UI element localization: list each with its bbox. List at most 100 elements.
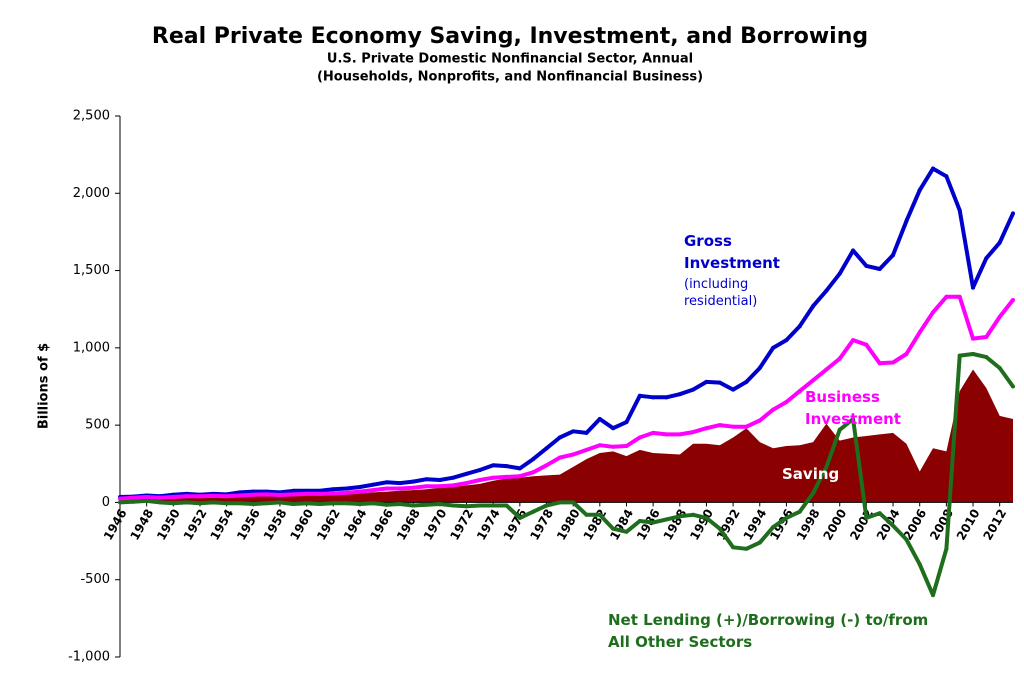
point <box>837 356 842 361</box>
point <box>264 501 269 506</box>
point <box>544 463 549 468</box>
point <box>957 353 962 358</box>
point <box>851 338 856 343</box>
point <box>677 432 682 437</box>
point <box>411 503 416 508</box>
point <box>651 520 656 525</box>
point <box>224 494 229 499</box>
point <box>637 393 642 398</box>
x-tick-label: 1964 <box>341 507 370 543</box>
point <box>237 490 242 495</box>
point <box>877 511 882 516</box>
point <box>384 502 389 507</box>
point <box>171 501 176 506</box>
point <box>477 503 482 508</box>
point <box>277 500 282 505</box>
point <box>731 424 736 429</box>
y-tick-label: 1,000 <box>73 340 110 355</box>
point <box>331 491 336 496</box>
point <box>331 501 336 506</box>
point <box>304 488 309 493</box>
point <box>771 525 776 530</box>
point <box>717 526 722 531</box>
point <box>531 470 536 475</box>
point <box>477 467 482 472</box>
point <box>437 501 442 506</box>
point <box>477 478 482 483</box>
point <box>717 423 722 428</box>
point <box>371 482 376 487</box>
point <box>624 444 629 449</box>
y-tick-label: 1,500 <box>73 263 110 278</box>
point <box>904 537 909 542</box>
point <box>571 500 576 505</box>
point <box>251 492 256 497</box>
point <box>317 488 322 493</box>
y-tick-label: 0 <box>102 495 110 510</box>
point <box>931 310 936 315</box>
point <box>251 489 256 494</box>
x-tick-label: 1974 <box>474 507 503 543</box>
point <box>877 267 882 272</box>
point <box>744 424 749 429</box>
point <box>704 426 709 431</box>
chart-subtitle: (Households, Nonprofits, and Nonfinancia… <box>317 70 703 85</box>
x-tick-label: 1956 <box>234 507 263 543</box>
point <box>997 314 1002 319</box>
point <box>824 288 829 293</box>
point <box>971 285 976 290</box>
point <box>557 500 562 505</box>
point <box>637 518 642 523</box>
point <box>637 435 642 440</box>
point <box>451 503 456 508</box>
point <box>771 345 776 350</box>
x-tick-label: 1958 <box>261 507 290 543</box>
point <box>224 501 229 506</box>
area <box>120 369 1013 503</box>
point <box>464 481 469 486</box>
point <box>264 492 269 497</box>
point <box>784 399 789 404</box>
point <box>557 435 562 440</box>
point <box>357 489 362 494</box>
point <box>118 496 122 501</box>
point <box>597 512 602 517</box>
point <box>891 360 896 365</box>
point <box>704 379 709 384</box>
point <box>651 395 656 400</box>
point <box>504 474 509 479</box>
point <box>811 491 816 496</box>
series-label: Saving <box>782 465 840 483</box>
point <box>731 545 736 550</box>
point <box>771 407 776 412</box>
x-tick-label: 1950 <box>154 507 183 543</box>
point <box>597 443 602 448</box>
x-tick-label: 1952 <box>181 507 210 543</box>
point <box>584 447 589 452</box>
point <box>491 463 496 468</box>
point <box>237 501 242 506</box>
point <box>171 495 176 500</box>
series-label: Net Lending (+)/Borrowing (-) to/from Al… <box>608 611 929 651</box>
point <box>691 430 696 435</box>
point <box>584 512 589 517</box>
point <box>837 427 842 432</box>
point <box>677 514 682 519</box>
chart-title: Real Private Economy Saving, Investment,… <box>152 24 868 49</box>
point <box>144 495 149 500</box>
point <box>811 378 816 383</box>
series-label: Business Investment <box>805 388 901 428</box>
point <box>917 188 922 193</box>
point <box>197 494 202 499</box>
point <box>464 471 469 476</box>
y-tick-label: 500 <box>85 418 110 433</box>
point <box>691 512 696 517</box>
y-tick-label: -500 <box>80 572 110 587</box>
point <box>331 487 336 492</box>
point <box>397 486 402 491</box>
point <box>944 546 949 551</box>
annotation: (including residential) <box>684 277 758 309</box>
x-tick-label: 2000 <box>821 507 850 543</box>
point <box>531 509 536 514</box>
